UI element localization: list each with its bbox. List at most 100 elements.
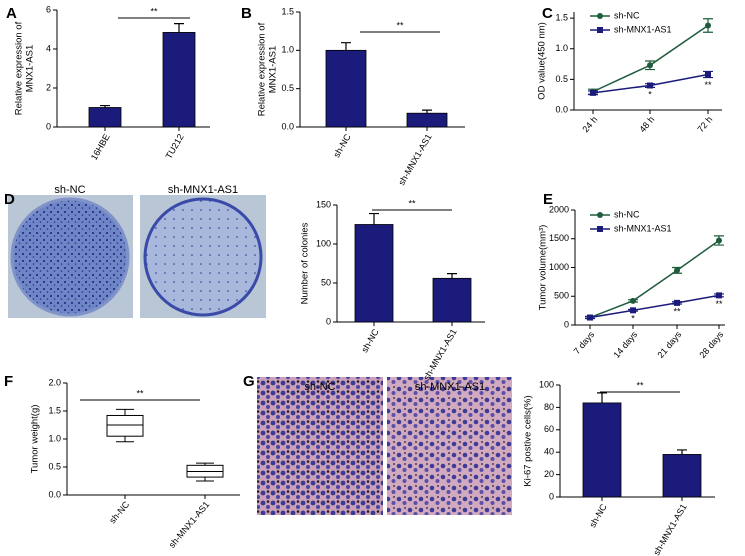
box: [106, 414, 144, 437]
bar: [662, 454, 702, 498]
bar: [325, 49, 367, 128]
image-label: sh-NC: [54, 184, 85, 196]
dish: [10, 197, 130, 317]
series-line: [592, 24, 709, 93]
marker: [705, 22, 711, 29]
tissue-photos: [257, 377, 512, 515]
panel: C 0.0 0.5 1.0 1.5 OD value(450 nm) 24 h 48 h 72 …: [537, 5, 722, 134]
legend-label: sh-NC: [614, 10, 640, 20]
image-label: sh-MNX1-AS1: [415, 381, 485, 393]
y-tick-label: 0: [564, 319, 569, 329]
significance-label: *: [631, 314, 635, 324]
bar: [432, 277, 472, 323]
y-tick-label: 0.0: [48, 489, 61, 499]
significance-label: **: [136, 388, 144, 398]
y-tick-label: 40: [544, 447, 554, 457]
y-tick-label: 0.0: [281, 121, 294, 131]
x-tick-label: 28 days: [697, 329, 725, 360]
panel-letter: C: [542, 5, 553, 22]
y-axis-label: Tumor volume(mm³): [538, 225, 549, 311]
y-axis-label: MNX1-AS1: [25, 45, 36, 93]
marker: [647, 62, 653, 69]
bar: [88, 107, 122, 128]
y-tick-label: 60: [544, 424, 554, 434]
y-tick-label: 150: [316, 199, 331, 209]
significance-label: **: [715, 299, 723, 309]
x-tick-label: sh-MNX1-AS1: [651, 502, 688, 556]
y-tick-label: 50: [321, 277, 331, 287]
y-tick-label: 6: [46, 4, 51, 14]
y-tick-label: 100: [316, 238, 331, 248]
marker: [674, 299, 680, 306]
panel-letter: B: [241, 5, 252, 22]
y-axis-label: Relative expression of: [14, 21, 25, 115]
y-tick-label: 100: [539, 379, 554, 389]
x-tick-label: 48 h: [637, 114, 656, 134]
y-tick-label: 2: [46, 82, 51, 92]
significance-label: **: [396, 20, 404, 30]
whisker: [196, 477, 214, 482]
y-tick-label: 2.0: [48, 377, 61, 387]
image-label: sh-NC: [304, 381, 335, 393]
legend-label: sh-NC: [614, 209, 640, 219]
y-tick-label: 1.0: [48, 433, 61, 443]
x-tick-label: TU212: [164, 132, 186, 160]
legend-label: sh-MNX1-AS1: [614, 24, 672, 34]
marker: [674, 267, 680, 274]
y-tick-label: 500: [554, 291, 569, 301]
y-tick-label: 1.5: [48, 405, 61, 415]
y-tick-label: 1.0: [281, 45, 294, 55]
photo: [257, 377, 383, 515]
significance-label: *: [648, 90, 652, 100]
x-tick-label: 24 h: [580, 114, 599, 134]
y-tick-label: 1.5: [555, 13, 568, 23]
y-axis-label: Ki-67 postive cells(%): [523, 395, 534, 486]
legend-marker: [597, 13, 603, 19]
y-tick-label: 1000: [549, 262, 569, 272]
whisker: [116, 408, 134, 416]
legend-marker: [597, 27, 603, 33]
bar: [406, 112, 448, 128]
y-tick-label: 1.0: [555, 43, 568, 53]
marker: [716, 292, 722, 299]
x-tick-label: sh-MNX1-AS1: [167, 499, 212, 549]
x-tick-label: sh-MNX1-AS1: [421, 327, 458, 382]
x-tick-label: sh-MNX1-AS1: [396, 132, 433, 187]
y-tick-label: 0: [46, 121, 51, 131]
panel: B 0.0 0.5 1.0 1.5 Relative expression of MNX1-…: [241, 5, 465, 187]
legend-label: sh-MNX1-AS1: [614, 223, 672, 233]
y-axis-label: Relative expression of: [257, 22, 268, 116]
y-axis-label: Number of colonies: [300, 222, 311, 304]
significance-label: **: [704, 80, 712, 90]
marker: [590, 89, 596, 96]
y-tick-label: 0.5: [48, 461, 61, 471]
y-tick-label: 0: [326, 316, 331, 326]
marker: [716, 237, 722, 244]
x-tick-label: 14 days: [611, 329, 639, 360]
photo: [387, 377, 512, 515]
panel-letter: F: [4, 373, 13, 390]
y-tick-label: 0.5: [555, 74, 568, 84]
y-tick-label: 4: [46, 43, 51, 53]
y-axis-label: MNX1-AS1: [268, 46, 279, 94]
marker: [705, 71, 711, 78]
y-tick-label: 1.5: [281, 6, 294, 16]
bar: [354, 224, 394, 323]
image-label: sh-MNX1-AS1: [168, 184, 238, 196]
y-tick-label: 0.5: [281, 83, 294, 93]
x-tick-label: 16HBE: [89, 132, 112, 162]
marker: [587, 314, 593, 321]
panel-letter: A: [6, 5, 17, 22]
panel: E 0 500 1000 1500 2000 Tumor volume(mm³) 7 days…: [538, 191, 726, 360]
y-axis-label: Tumor weight(g): [30, 405, 41, 474]
x-tick-label: 7 days: [572, 329, 597, 356]
x-tick-label: 21 days: [655, 329, 683, 360]
y-axis-label: OD value(450 nm): [537, 22, 548, 100]
x-tick-label: sh-NC: [359, 327, 381, 355]
significance-label: **: [408, 198, 416, 208]
significance-label: **: [150, 6, 158, 16]
y-tick-label: 20: [544, 469, 554, 479]
panel-letter: G: [243, 373, 255, 390]
colony-photos: [8, 195, 266, 318]
